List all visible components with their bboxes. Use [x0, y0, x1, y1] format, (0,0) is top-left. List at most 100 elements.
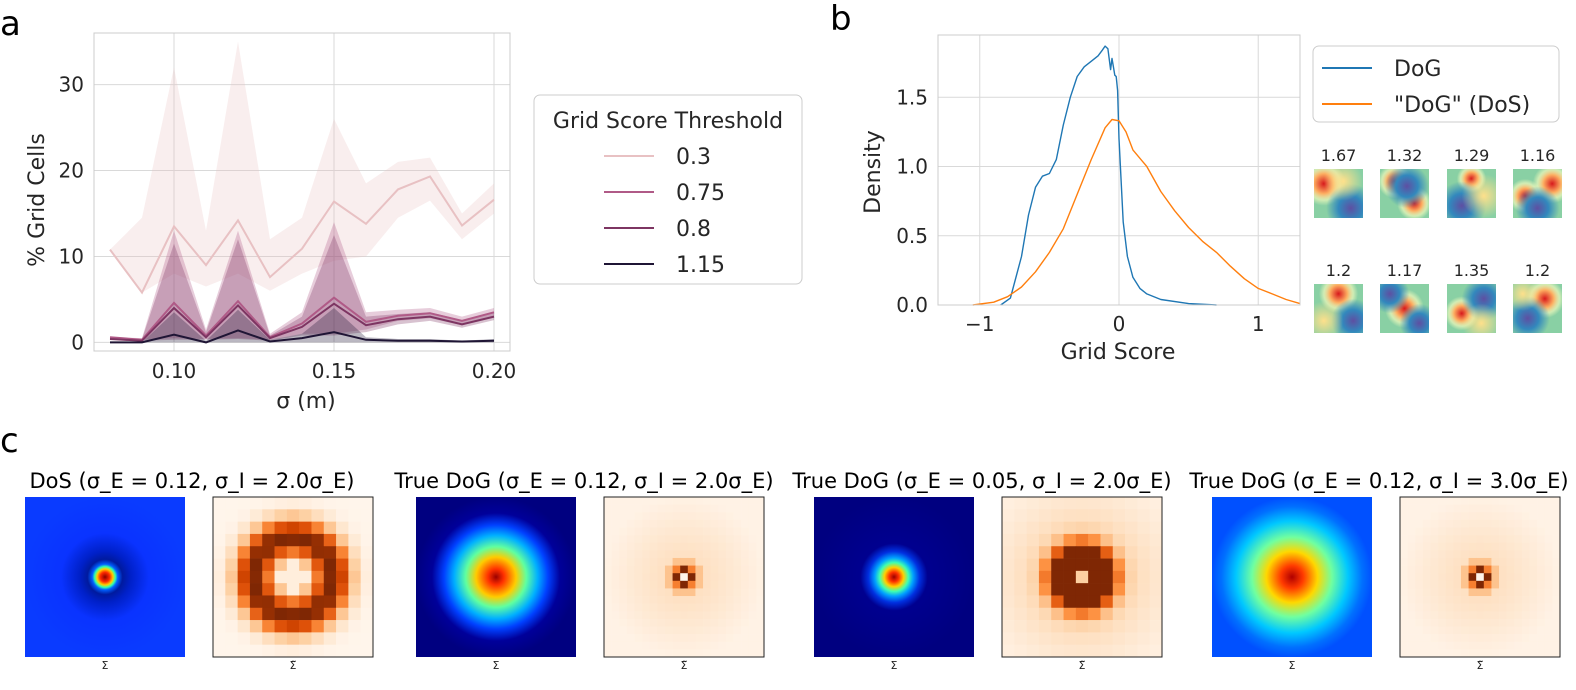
panel-b-xtick-label: 1 — [1252, 312, 1265, 336]
panel-b-ytick-label: 1.5 — [896, 85, 928, 109]
panel-c-title: True DoG (σ_E = 0.05, σ_I = 2.0σ_E) — [791, 469, 1171, 494]
heatmap-label: Σ̃ — [1079, 659, 1086, 672]
heatmap-frame — [212, 496, 374, 658]
panel-a-legend-items: 0.3 0.75 0.8 1.15 — [604, 145, 725, 278]
rate-map — [1380, 169, 1429, 218]
pixelated-heatmap — [604, 497, 765, 658]
heatmap-label: Σ̃ — [290, 659, 297, 672]
panel-a-ytick-label: 20 — [59, 159, 84, 183]
panel-b-line-dos — [972, 118, 1301, 306]
covariance-map — [814, 497, 974, 657]
panel-c-group: True DoG (σ_E = 0.05, σ_I = 2.0σ_E) Σ Σ̃ — [791, 469, 1171, 672]
heatmap-frame — [1399, 496, 1561, 658]
rate-map-score: 1.17 — [1387, 261, 1423, 280]
rate-map — [1314, 169, 1363, 218]
rate-map-score: 1.2 — [1326, 261, 1351, 280]
rate-map — [1513, 169, 1562, 218]
covariance-map — [416, 497, 576, 657]
covariance-label: Σ — [1289, 659, 1296, 672]
panel-b-tick-labels: −1 0 1 0.0 0.5 1.0 1.5 — [896, 85, 1264, 336]
panel-c-title: True DoG (σ_E = 0.12, σ_I = 3.0σ_E) — [1188, 469, 1568, 494]
panel-b-ytick-label: 1.0 — [896, 155, 928, 179]
panel-b-xtick-label: 0 — [1113, 312, 1126, 336]
panel-a-letter: a — [0, 4, 21, 44]
panel-b-line-dog — [1000, 45, 1217, 306]
panel-c-letter: c — [0, 421, 19, 461]
panel-a-xtick-label: 0.20 — [472, 359, 517, 383]
panel-c-group: DoS (σ_E = 0.12, σ_I = 2.0σ_E) Σ Σ̃ — [25, 469, 374, 672]
rate-map-score: 1.29 — [1454, 146, 1490, 165]
covariance-label: Σ — [891, 659, 898, 672]
panel-a-line-1.15 — [110, 329, 495, 344]
panel-b-legend-box — [1312, 45, 1560, 123]
panel-a-band-1.15 — [110, 308, 494, 343]
covariance-label: Σ — [102, 659, 109, 672]
panel-a-frame — [93, 32, 511, 352]
panel-a-legend-box — [533, 94, 803, 285]
rate-map-grid: 1.67 1.32 1.29 1.16 1.2 1.17 1.35 1.2 — [1314, 146, 1562, 333]
rate-map-score: 1.35 — [1454, 261, 1490, 280]
rate-map — [1380, 284, 1429, 333]
panel-a-line-0.3 — [109, 175, 495, 295]
panel-b-ytick-label: 0.0 — [896, 293, 928, 317]
panel-a-band-0.75 — [110, 222, 494, 340]
panel-a-ytick-label: 30 — [59, 73, 84, 97]
panel-c-covariance-maps: DoS (σ_E = 0.12, σ_I = 2.0σ_E)Σ Σ̃True Do… — [25, 469, 1569, 672]
rate-map — [1513, 284, 1562, 333]
panel-c-group: True DoG (σ_E = 0.12, σ_I = 2.0σ_E) Σ Σ̃ — [393, 469, 773, 672]
panel-b-xtick-label: −1 — [965, 312, 994, 336]
panel-b-xlabel: Grid Score — [1061, 340, 1176, 365]
pixelated-heatmap — [1400, 497, 1561, 658]
covariance-map — [1212, 497, 1372, 657]
rate-map-score: 1.32 — [1387, 146, 1423, 165]
rate-map-score: 1.2 — [1525, 261, 1550, 280]
panel-a-legend-label: 0.3 — [676, 145, 711, 170]
panel-a-legend-label: 1.15 — [676, 253, 725, 278]
panel-b-gridlines — [938, 35, 1300, 306]
panel-a-ytick-label: 10 — [59, 244, 84, 268]
panel-a-line-0.75 — [109, 296, 495, 341]
covariance-map — [25, 497, 185, 657]
rate-map-score: 1.67 — [1321, 146, 1357, 165]
heatmap-frame — [603, 496, 765, 658]
heatmap-label: Σ̃ — [1477, 659, 1484, 672]
rate-map — [1314, 284, 1363, 333]
panel-a-xtick-label: 0.15 — [312, 359, 357, 383]
panel-a-xtick-label: 0.10 — [152, 359, 197, 383]
panel-a-confidence-bands — [110, 41, 494, 343]
covariance-label: Σ — [493, 659, 500, 672]
panel-a-legend-title: Grid Score Threshold — [553, 109, 783, 134]
panel-a-legend-label: 0.75 — [676, 181, 725, 206]
rate-map — [1447, 169, 1496, 218]
panel-b-chart: −1 0 1 0.0 0.5 1.0 1.5 Grid Score Density DoG … — [861, 34, 1562, 365]
panel-b-ytick-label: 0.5 — [896, 224, 928, 248]
panel-a-legend-label: 0.8 — [676, 217, 711, 242]
panel-b-frame — [937, 34, 1301, 306]
heatmap-label: Σ̃ — [681, 659, 688, 672]
heatmap-frame — [1001, 496, 1163, 658]
panel-c-title: True DoG (σ_E = 0.12, σ_I = 2.0σ_E) — [393, 469, 773, 494]
panel-c-title: DoS (σ_E = 0.12, σ_I = 2.0σ_E) — [30, 469, 355, 494]
panel-a-band-0.8 — [110, 235, 494, 341]
panel-a-gridlines — [94, 33, 510, 351]
panel-b-series-lines — [972, 45, 1301, 306]
panel-a-legend: Grid Score Threshold 0.3 0.75 0.8 1.15 — [533, 94, 803, 285]
panel-a-tick-labels: 0.10 0.15 0.20 0 10 20 30 — [59, 73, 517, 383]
panel-c-group: True DoG (σ_E = 0.12, σ_I = 3.0σ_E) Σ Σ̃ — [1188, 469, 1568, 672]
panel-a-chart: 0.10 0.15 0.20 0 10 20 30 σ (m) % Grid Cells G… — [25, 32, 803, 414]
panel-a-xlabel: σ (m) — [276, 389, 336, 414]
panel-a-ytick-label: 0 — [71, 330, 84, 354]
legend-dos-label: "DoG" (DoS) — [1394, 93, 1530, 118]
pixelated-heatmap — [213, 497, 374, 658]
panel-b-ylabel: Density — [861, 130, 886, 214]
panel-b-legend: DoG "DoG" (DoS) — [1312, 45, 1560, 123]
rate-map-score: 1.16 — [1520, 146, 1556, 165]
legend-dog-label: DoG — [1394, 57, 1441, 82]
panel-a-line-0.8 — [109, 302, 495, 342]
panel-b-letter: b — [830, 0, 852, 39]
rate-map — [1447, 284, 1496, 333]
panel-a-ylabel: % Grid Cells — [25, 133, 50, 267]
pixelated-heatmap — [1002, 497, 1163, 658]
panel-a-band-0.3 — [110, 41, 494, 293]
